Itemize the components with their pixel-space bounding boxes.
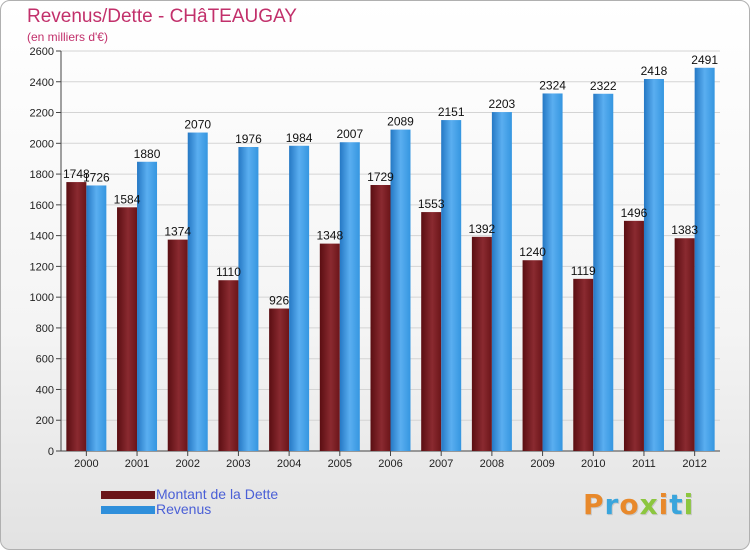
bar-dette-2009 xyxy=(522,260,543,451)
bar-revenus-2009 xyxy=(542,93,563,451)
data-label-dette-2001: 1584 xyxy=(114,192,141,206)
x-tick-label: 2012 xyxy=(682,458,706,470)
data-label-dette-2004: 926 xyxy=(269,294,289,308)
chart-title: Revenus/Dette - CHâTEAUGAY xyxy=(27,6,297,27)
data-label-dette-2006: 1729 xyxy=(367,170,394,184)
bar-dette-2006 xyxy=(370,185,391,451)
data-label-revenus-2010: 2322 xyxy=(590,79,617,93)
bar-dette-2012 xyxy=(674,238,695,451)
data-label-revenus-2001: 1880 xyxy=(134,147,161,161)
bar-revenus-2001 xyxy=(137,161,158,451)
y-tick-label: 0 xyxy=(48,446,54,458)
bar-dette-2008 xyxy=(471,236,492,451)
logo-letter: t xyxy=(669,488,684,521)
logo-letter: x xyxy=(639,488,659,521)
x-tick-label: 2003 xyxy=(226,458,250,470)
data-label-dette-2009: 1240 xyxy=(519,245,546,259)
bars xyxy=(66,67,715,452)
bar-revenus-2006 xyxy=(390,129,411,451)
x-tick-label: 2005 xyxy=(328,458,352,470)
y-tick-label: 1400 xyxy=(30,231,54,243)
data-label-dette-2008: 1392 xyxy=(469,222,496,236)
bar-dette-2004 xyxy=(269,308,290,451)
x-tick-label: 2004 xyxy=(277,458,301,470)
y-tick-label: 600 xyxy=(36,354,54,366)
legend-label-dette: Montant de la Dette xyxy=(156,486,279,502)
bar-revenus-2011 xyxy=(643,79,664,451)
legend-label-revenus: Revenus xyxy=(156,501,212,517)
bar-revenus-2007 xyxy=(441,120,462,452)
data-label-revenus-2012: 2491 xyxy=(691,53,718,67)
data-label-revenus-2009: 2324 xyxy=(539,78,566,92)
x-tick-label: 2011 xyxy=(632,458,656,470)
data-label-dette-2010: 1119 xyxy=(571,264,596,278)
data-label-revenus-2004: 1984 xyxy=(286,131,313,145)
chart-subtitle: (en milliers d'€) xyxy=(27,30,108,44)
y-tick-label: 2000 xyxy=(30,138,54,150)
bar-revenus-2008 xyxy=(491,112,512,452)
bar-dette-2003 xyxy=(218,280,239,451)
data-label-dette-2012: 1383 xyxy=(671,223,698,237)
y-tick-label: 1600 xyxy=(30,200,54,212)
y-tick-label: 2200 xyxy=(30,108,54,120)
x-tick-label: 2002 xyxy=(175,458,199,470)
bar-revenus-2010 xyxy=(593,93,614,452)
x-tick-label: 2008 xyxy=(480,458,504,470)
bar-dette-2005 xyxy=(319,243,340,451)
data-label-revenus-2006: 2089 xyxy=(387,115,414,129)
bar-revenus-2003 xyxy=(238,147,259,451)
x-tick-label: 2010 xyxy=(581,458,605,470)
data-label-revenus-2011: 2418 xyxy=(641,64,668,78)
data-label-dette-2002: 1374 xyxy=(164,225,191,239)
y-tick-label: 2400 xyxy=(30,77,54,89)
bar-dette-2001 xyxy=(117,207,138,451)
data-label-dette-2007: 1553 xyxy=(418,197,445,211)
data-label-revenus-2002: 2070 xyxy=(184,118,211,132)
data-label-dette-2000: 1748 xyxy=(63,167,90,181)
data-label-dette-2003: 1110 xyxy=(216,265,241,279)
data-label-revenus-2003: 1976 xyxy=(235,132,262,146)
bar-dette-2000 xyxy=(66,182,87,452)
data-label-revenus-2005: 2007 xyxy=(336,127,363,141)
y-tick-label: 800 xyxy=(36,323,54,335)
bar-revenus-2012 xyxy=(694,67,715,452)
logo-letter: r xyxy=(604,488,620,521)
data-label-revenus-2000: 1726 xyxy=(83,170,110,184)
logo-letter: i xyxy=(683,488,695,521)
data-label-dette-2011: 1496 xyxy=(621,206,648,220)
data-label-revenus-2008: 2203 xyxy=(489,97,516,111)
axes: 0 200 400 600 800 1000 1200 1400 1600 1800 2000 220… xyxy=(30,46,720,470)
x-tick-label: 2006 xyxy=(378,458,402,470)
x-tick-label: 2000 xyxy=(74,458,98,470)
bar-dette-2010 xyxy=(573,278,594,451)
data-label-revenus-2007: 2151 xyxy=(438,105,465,119)
logo-letter: o xyxy=(619,488,640,521)
x-tick-label: 2001 xyxy=(125,458,149,470)
y-tick-label: 1800 xyxy=(30,169,54,181)
bar-dette-2011 xyxy=(623,220,644,451)
proxiti-logo: Proxiti xyxy=(583,488,694,521)
y-tick-label: 2600 xyxy=(30,46,54,58)
bar-revenus-2004 xyxy=(289,145,310,451)
y-tick-label: 1200 xyxy=(30,261,54,273)
bar-dette-2007 xyxy=(421,212,442,451)
bar-revenus-2000 xyxy=(86,185,107,451)
data-label-dette-2005: 1348 xyxy=(316,229,343,243)
y-tick-label: 1000 xyxy=(30,292,54,304)
legend-swatch-revenus xyxy=(101,506,155,514)
logo-letter: P xyxy=(583,488,605,521)
legend-swatch-dette xyxy=(101,491,155,499)
x-tick-label: 2009 xyxy=(530,458,554,470)
y-tick-label: 200 xyxy=(36,415,54,427)
x-tick-label: 2007 xyxy=(429,458,453,470)
y-tick-label: 400 xyxy=(36,384,54,396)
bar-dette-2002 xyxy=(167,239,188,451)
bar-revenus-2005 xyxy=(339,142,360,451)
logo-letter: i xyxy=(658,488,670,521)
bar-revenus-2002 xyxy=(187,132,208,452)
